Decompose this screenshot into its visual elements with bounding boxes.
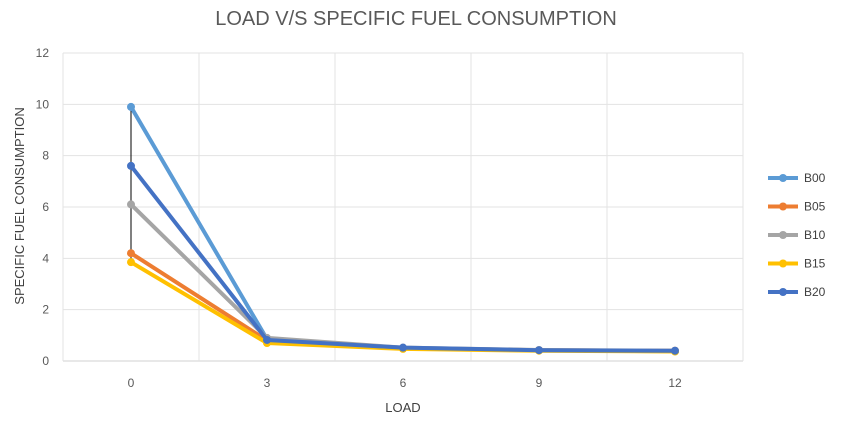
y-axis-title: SPECIFIC FUEL CONSUMPTION <box>12 107 27 304</box>
x-axis-ticks: 0 3 6 9 12 <box>128 376 682 390</box>
legend-swatch-marker <box>779 288 787 296</box>
y-tick-label: 12 <box>36 46 50 60</box>
data-point <box>535 346 543 355</box>
series-b15 <box>127 258 679 356</box>
legend-swatch-marker <box>779 259 787 268</box>
legend-swatch-marker <box>779 231 787 239</box>
data-point <box>127 102 135 111</box>
legend-label: B20 <box>804 285 826 299</box>
series <box>127 102 679 356</box>
data-point <box>671 346 679 355</box>
legend-label: B15 <box>804 257 826 271</box>
x-axis-title: LOAD <box>385 400 420 415</box>
legend-item-b05: B05 <box>768 200 826 214</box>
data-point <box>127 200 135 209</box>
legend-item-b20: B20 <box>768 285 826 299</box>
y-tick-label: 4 <box>42 251 49 265</box>
y-tick-label: 0 <box>42 354 49 368</box>
legend: B00 B05 B10 B15 B20 <box>768 171 826 299</box>
chart-title: LOAD V/S SPECIFIC FUEL CONSUMPTION <box>215 8 617 30</box>
series-b10 <box>127 200 679 355</box>
legend-label: B00 <box>804 171 826 185</box>
legend-item-b15: B15 <box>768 257 826 271</box>
series-b20 <box>127 161 679 355</box>
x-tick-label: 3 <box>264 376 271 390</box>
y-tick-label: 2 <box>42 303 49 317</box>
legend-label: B10 <box>804 228 826 242</box>
y-tick-label: 6 <box>42 200 49 214</box>
legend-swatch-marker <box>779 174 787 182</box>
x-tick-label: 12 <box>668 376 682 390</box>
data-point <box>399 343 407 352</box>
data-point <box>263 335 271 344</box>
series-line <box>129 104 677 354</box>
x-tick-label: 9 <box>536 376 543 390</box>
y-axis-ticks: 0 2 4 6 8 10 12 <box>36 46 50 368</box>
x-tick-label: 6 <box>400 376 407 390</box>
y-tick-label: 8 <box>42 149 49 163</box>
legend-swatch-marker <box>779 202 787 211</box>
legend-item-b10: B10 <box>768 228 826 242</box>
data-point <box>127 258 135 267</box>
x-tick-label: 0 <box>128 376 135 390</box>
series-b00 <box>127 102 679 356</box>
data-point <box>127 161 135 170</box>
legend-item-b00: B00 <box>768 171 826 185</box>
data-point <box>127 249 135 258</box>
legend-label: B05 <box>804 200 826 214</box>
series-line <box>129 202 677 353</box>
y-tick-label: 10 <box>36 97 50 111</box>
gridlines <box>62 52 744 362</box>
